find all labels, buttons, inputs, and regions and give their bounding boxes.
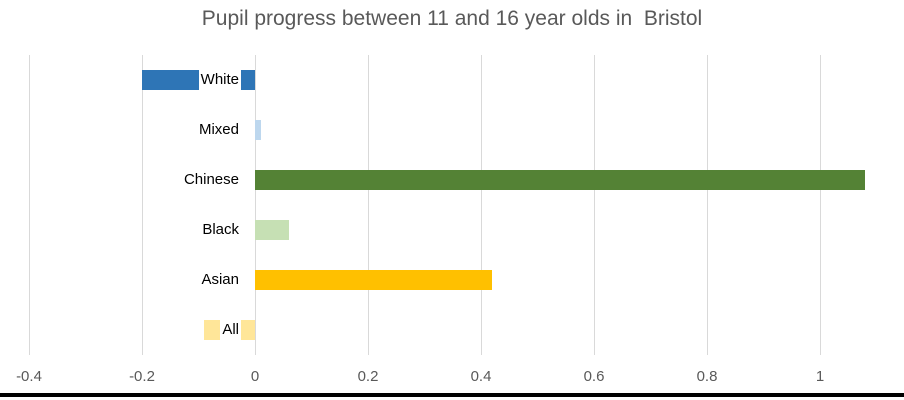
category-label-white: White	[198, 70, 241, 90]
bar-asian	[255, 270, 493, 290]
plot-area: White Mixed Chinese Black Asian All	[0, 55, 904, 355]
category-label-asian: Asian	[199, 270, 241, 290]
x-tick-label-1: 1	[815, 368, 825, 385]
gridline-0.4	[481, 55, 482, 355]
gridline-1	[820, 55, 821, 355]
x-tick-label--0.4: -0.4	[16, 368, 42, 385]
category-label-black: Black	[200, 220, 241, 240]
chart-title: Pupil progress between 11 and 16 year ol…	[201, 7, 703, 30]
x-tick-label-0.8: 0.8	[696, 368, 718, 385]
gridline-0	[255, 55, 256, 355]
gridline-0.8	[707, 55, 708, 355]
x-axis: -0.4 -0.2 0 0.2 0.4 0.6 0.8 1	[0, 368, 904, 388]
x-tick-label-0.6: 0.6	[583, 368, 605, 385]
x-tick-label-0: 0	[250, 368, 260, 385]
x-tick-label-0.4: 0.4	[470, 368, 492, 385]
category-label-mixed: Mixed	[196, 120, 241, 140]
gridline-0.6	[594, 55, 595, 355]
bar-mixed	[255, 120, 261, 140]
x-tick-label-0.2: 0.2	[357, 368, 379, 385]
x-tick-label--0.2: -0.2	[129, 368, 155, 385]
gridline--0.2	[142, 55, 143, 355]
bar-black	[255, 220, 289, 240]
category-label-all: All	[220, 320, 241, 340]
category-label-chinese: Chinese	[181, 170, 241, 190]
bottom-border	[0, 393, 904, 397]
gridline-0.2	[368, 55, 369, 355]
gridline--0.4	[29, 55, 30, 355]
bar-chinese	[255, 170, 866, 190]
